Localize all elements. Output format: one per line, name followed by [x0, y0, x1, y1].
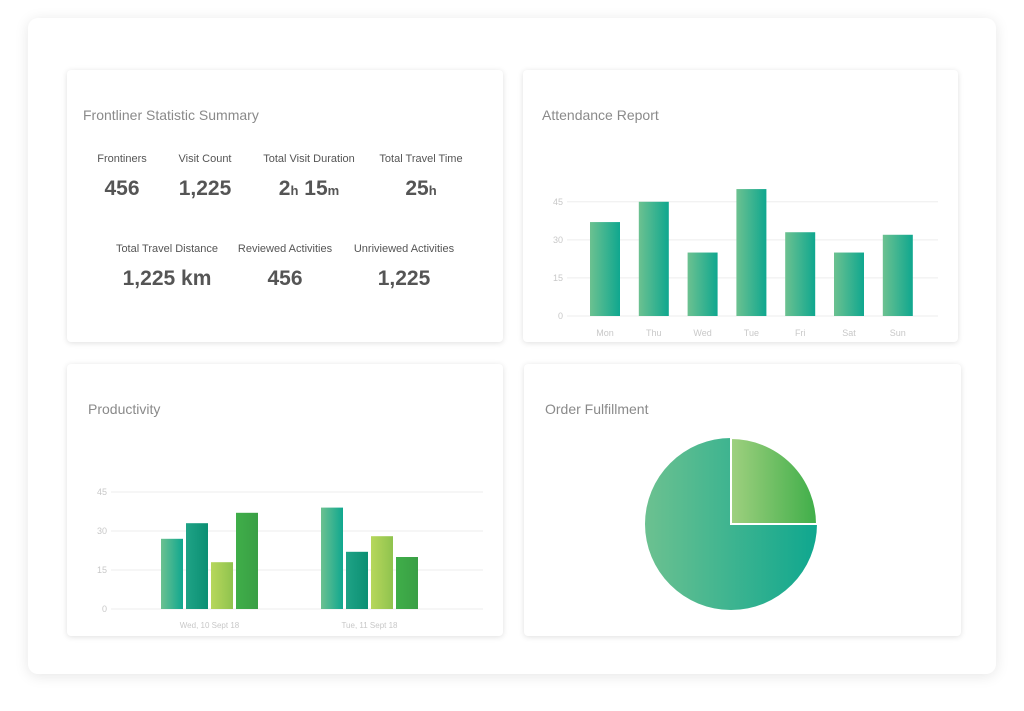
stat-label: Total Visit Duration	[263, 153, 355, 165]
stat-value: 456	[267, 267, 303, 290]
bar	[186, 523, 208, 609]
bar	[785, 232, 816, 316]
duration-hours: 2	[278, 177, 291, 200]
y-tick-label: 15	[97, 565, 107, 575]
fulfillment-title: Order Fulfillment	[545, 401, 649, 417]
bar	[834, 252, 864, 316]
attendance-title: Attendance Report	[542, 107, 659, 123]
y-tick-label: 15	[553, 273, 563, 283]
x-tick-label: Thu	[646, 328, 662, 338]
duration-hours-unit: h	[290, 183, 299, 198]
stat-unreviewed-activities: Unriviewed Activities 1,225	[347, 243, 461, 291]
bar	[687, 252, 718, 316]
stat-total-visit-duration: Total Visit Duration 2h 15m	[253, 153, 365, 201]
y-tick-label: 30	[97, 526, 107, 536]
stat-value: 1,225	[178, 177, 232, 200]
stat-total-travel-time: Total Travel Time 25h	[370, 153, 472, 201]
attendance-chart: 0 15 30 45 Mon Thu Wed Tue Fri Sat Sun	[553, 189, 938, 338]
stat-label: Total Travel Time	[379, 153, 463, 165]
stat-value: 2h 15m	[253, 177, 365, 201]
stat-value: 456	[104, 177, 140, 200]
fulfillment-chart	[645, 436, 819, 610]
bar	[211, 562, 233, 609]
stat-reviewed-activities: Reviewed Activities 456	[230, 243, 340, 291]
duration-minutes: 15	[304, 177, 328, 200]
stat-label: Total Travel Distance	[115, 243, 219, 255]
travel-time-unit: h	[428, 183, 437, 198]
x-tick-label: Wed, 10 Sept 18	[180, 621, 240, 630]
stat-value: 1,225	[377, 267, 431, 290]
productivity-title: Productivity	[88, 401, 161, 417]
bar	[346, 551, 368, 609]
stat-label: Reviewed Activities	[237, 243, 333, 255]
y-tick-label: 0	[558, 311, 563, 321]
travel-time-value: 25	[405, 177, 429, 200]
x-tick-label: Mon	[596, 328, 614, 338]
dashboard-frame: Frontliner Statistic Summary Frontiners …	[28, 18, 996, 674]
stat-value: 25h	[370, 177, 472, 201]
bar	[638, 201, 669, 316]
stat-visit-count: Visit Count 1,225	[160, 153, 250, 201]
productivity-chart: 0 15 30 45 Wed, 10 Sept 18 Tue, 11 Sept 18	[97, 487, 483, 630]
summary-title: Frontliner Statistic Summary	[83, 107, 259, 123]
stat-frontiners: Frontiners 456	[77, 153, 167, 201]
bar	[161, 538, 183, 609]
stat-label: Frontiners	[97, 153, 147, 165]
pie-slice	[730, 436, 819, 525]
y-tick-label: 30	[553, 235, 563, 245]
x-tick-label: Tue, 11 Sept 18	[341, 621, 398, 630]
x-tick-label: Sat	[842, 328, 856, 338]
bar	[736, 189, 767, 316]
y-tick-label: 45	[97, 487, 107, 497]
fulfillment-card: Order Fulfillment	[524, 364, 961, 636]
stat-label: Visit Count	[178, 153, 232, 165]
bar	[396, 557, 418, 609]
duration-minutes-unit: m	[327, 183, 340, 198]
y-tick-label: 0	[102, 604, 107, 614]
summary-card: Frontliner Statistic Summary Frontiners …	[67, 70, 503, 342]
x-tick-label: Tue	[744, 328, 759, 338]
x-tick-label: Sun	[890, 328, 906, 338]
productivity-card: Productivity 0 15 30 45 Wed, 10 Sept 18 Tue, …	[67, 364, 503, 636]
bar	[882, 234, 913, 316]
attendance-card: Attendance Report 0 15 30 45 Mon Thu Wed Tue Fri…	[523, 70, 958, 342]
y-tick-label: 45	[553, 197, 563, 207]
stat-value: 1,225 km	[122, 267, 212, 290]
bar	[321, 507, 343, 609]
bar	[371, 536, 393, 609]
stat-total-travel-distance: Total Travel Distance 1,225 km	[107, 243, 227, 291]
x-tick-label: Wed	[693, 328, 711, 338]
bar	[590, 222, 620, 316]
stat-label: Unriviewed Activities	[353, 243, 455, 255]
bar	[236, 512, 258, 609]
x-tick-label: Fri	[795, 328, 806, 338]
